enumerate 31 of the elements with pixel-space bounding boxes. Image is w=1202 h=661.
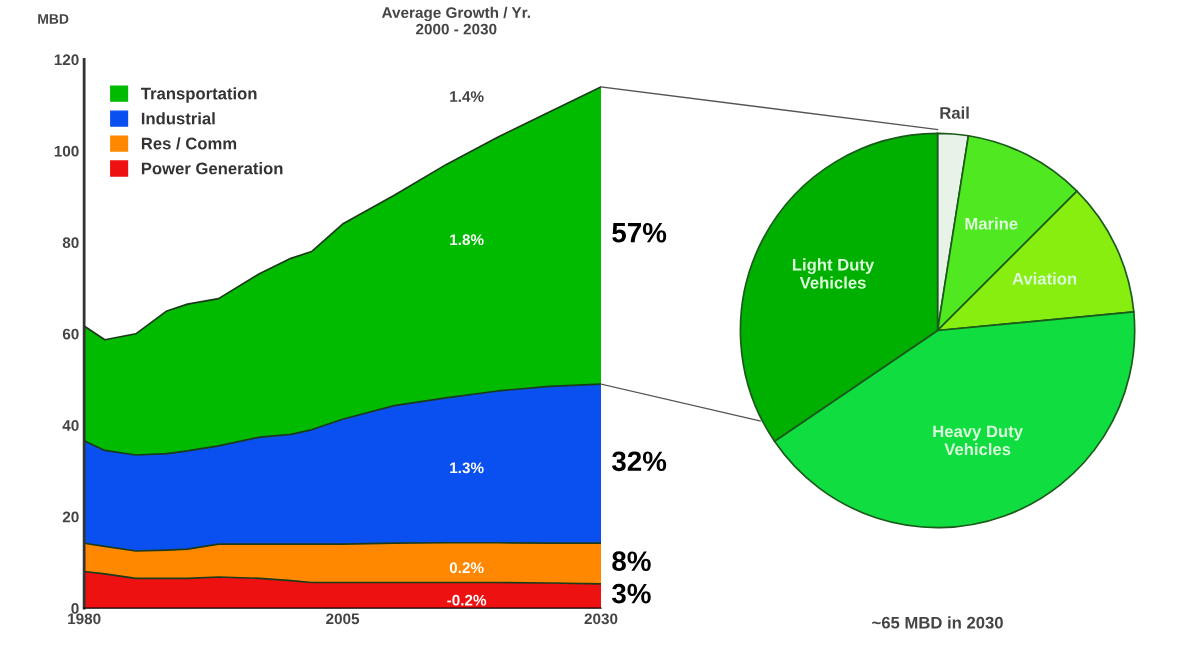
- text: 8%: [612, 551, 651, 571]
- annotation: 0.2%: [449, 562, 484, 574]
- y-tick-label: 80: [62, 237, 79, 249]
- annotation: 1.4%: [450, 91, 484, 102]
- text: 57%: [612, 222, 667, 243]
- text: 32%: [611, 451, 667, 472]
- legend-label: Industrial: [141, 112, 215, 125]
- y-tick-label: 20: [62, 511, 79, 523]
- y-tick-label: 120: [54, 54, 79, 66]
- slice-label: Marine: [965, 217, 1018, 230]
- y-tick-label: 100: [54, 145, 79, 157]
- text: ~65 MBD in 2030: [872, 616, 1003, 629]
- legend-label: Power Generation: [141, 162, 283, 175]
- x-tick-label: 1980: [68, 613, 101, 625]
- slice-label: Light Duty Vehicles: [792, 258, 875, 289]
- legend-label: Res / Comm: [141, 137, 237, 150]
- x-tick-label: 2005: [326, 613, 360, 625]
- annotation: -0.2%: [447, 594, 487, 606]
- text: Average Growth / Yr. 2000 - 2030: [381, 6, 530, 35]
- y-tick-label: 60: [62, 328, 79, 340]
- y-tick-label: 0: [71, 602, 79, 614]
- slice-label: Aviation: [1012, 272, 1077, 285]
- y-tick-label: 40: [62, 420, 79, 431]
- slice-label: Heavy Duty Vehicles: [933, 425, 1023, 456]
- text: 3%: [611, 583, 651, 604]
- legend-label: Transportation: [140, 87, 257, 103]
- x-tick-label: 2030: [584, 613, 618, 625]
- annotation: 1.8%: [450, 234, 484, 246]
- y-axis-title: MBD: [38, 14, 69, 24]
- slice-label: Rail: [940, 106, 969, 119]
- annotation: 1.3%: [450, 462, 484, 474]
